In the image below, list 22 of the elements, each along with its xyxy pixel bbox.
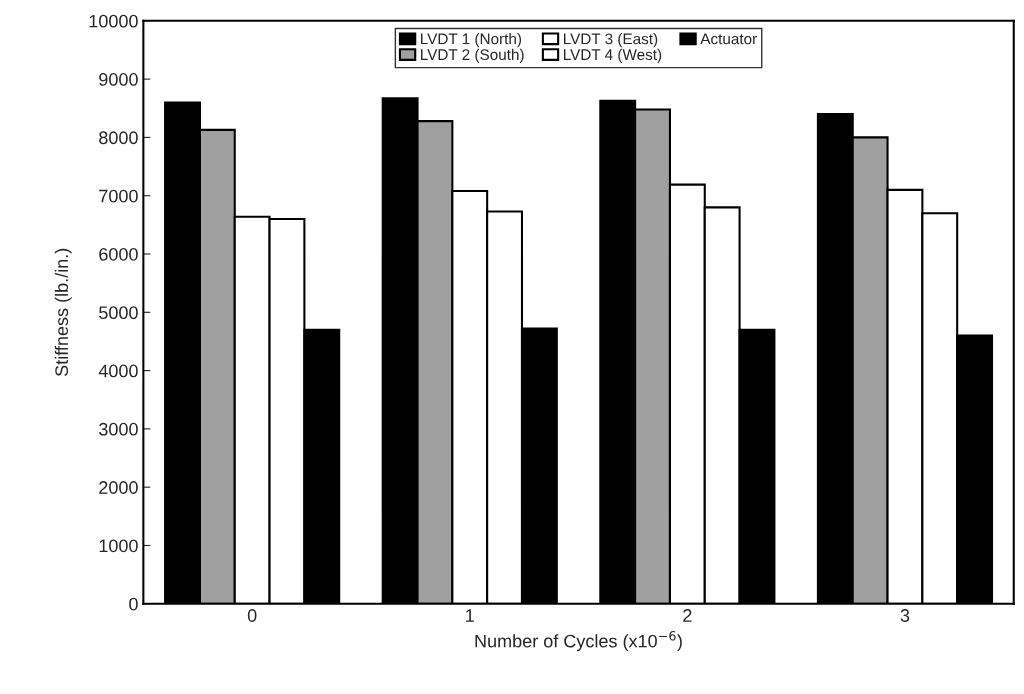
legend-label: LVDT 4 (West)	[563, 48, 662, 64]
legend-label: Actuator	[700, 33, 757, 45]
legend-label: LVDT 2 (South)	[421, 48, 524, 64]
y-tick-label: 9000	[99, 73, 138, 86]
y-axis-title: Stiffness (lb./in.)	[54, 248, 72, 377]
y-tick-label: 4000	[98, 364, 138, 378]
y-tick-label: 1000	[99, 539, 138, 553]
y-tick-label: 6000	[99, 247, 138, 261]
x-tick-label: 0	[247, 609, 257, 622]
x-tick-label: 2	[683, 609, 692, 622]
y-tick-label: 3000	[99, 422, 138, 436]
y-tick-label: 10000	[89, 14, 138, 28]
y-tick-label: 7000	[99, 189, 138, 203]
legend-label: LVDT 3 (East)	[563, 33, 658, 48]
y-tick-label: 5000	[99, 306, 138, 320]
legend-label: LVDT 1 (North)	[421, 33, 522, 48]
y-tick-label: 2000	[99, 481, 138, 494]
y-tick-label: 0	[129, 597, 138, 611]
x-axis-title: Number of Cycles (x10$^{−6}$)	[475, 631, 682, 652]
y-tick-label: 8000	[99, 131, 138, 145]
x-tick-label: 3	[900, 609, 910, 622]
x-tick-label: 1	[466, 609, 474, 622]
